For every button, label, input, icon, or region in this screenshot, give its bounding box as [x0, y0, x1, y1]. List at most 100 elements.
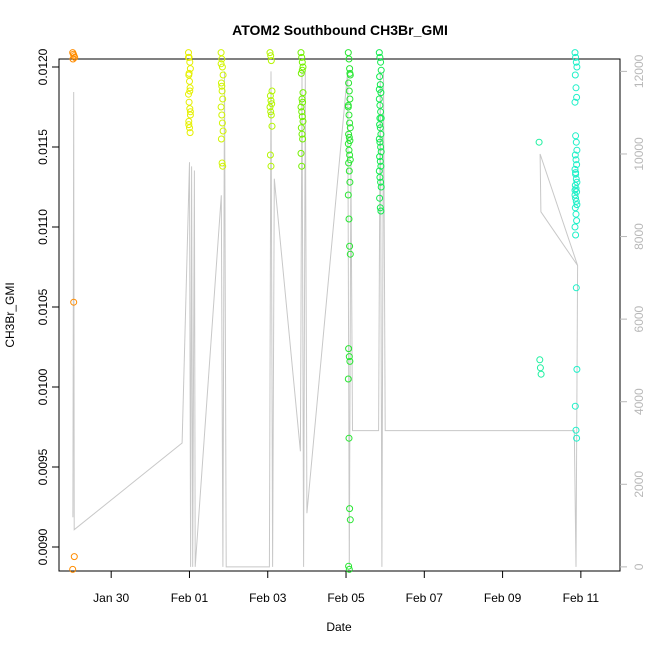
data-point [186, 108, 194, 116]
data-point [266, 49, 274, 57]
data-point [344, 375, 352, 383]
data-point [185, 53, 192, 61]
data-point [571, 223, 579, 231]
x-tick-label: Jan 30 [93, 591, 129, 605]
data-point [572, 426, 580, 434]
y2-tick-label: 8000 [632, 223, 646, 250]
data-point [266, 103, 274, 111]
y-axis-left: 0.0090 0.0095 0.0100 0.0105 0.0110 0.0115 0.01… [36, 48, 59, 565]
data-point [571, 71, 579, 79]
data-point [219, 95, 227, 103]
altitude-line [72, 71, 579, 568]
data-point [377, 148, 385, 156]
data-point [186, 111, 194, 119]
data-point [573, 146, 581, 154]
data-points [69, 49, 581, 573]
y-tick-label: 0.0100 [36, 368, 50, 405]
data-point [268, 87, 276, 95]
data-point [571, 49, 579, 57]
data-point [345, 215, 353, 223]
y2-tick-label: 2000 [632, 471, 646, 498]
data-point [266, 92, 274, 100]
data-point [573, 217, 581, 225]
data-point [344, 103, 352, 111]
data-point [377, 162, 385, 170]
data-point [572, 84, 580, 92]
data-point [218, 159, 226, 167]
data-point [185, 49, 192, 57]
data-point [217, 49, 225, 57]
data-point [345, 562, 353, 570]
data-point [572, 185, 580, 193]
data-point [537, 370, 545, 378]
data-point [346, 69, 354, 77]
y-axis-label: CH3Br_GMI [3, 282, 17, 347]
data-point [375, 85, 383, 93]
x-tick-label: Feb 03 [249, 591, 287, 605]
data-point [573, 93, 581, 101]
data-point [572, 197, 580, 205]
data-point [219, 162, 227, 170]
y-tick-label: 0.0120 [36, 48, 50, 85]
data-point [345, 434, 353, 442]
data-point [297, 149, 305, 157]
data-point [298, 66, 306, 74]
data-point [345, 133, 353, 141]
data-point [571, 186, 579, 194]
data-point [345, 565, 353, 573]
data-point [218, 111, 226, 119]
x-tick-label: Feb 07 [406, 591, 444, 605]
data-point [571, 402, 579, 410]
chart-title: ATOM2 Southbound CH3Br_GMI [232, 22, 448, 38]
data-point [70, 553, 78, 561]
data-point [571, 165, 579, 173]
data-point [376, 81, 384, 89]
data-point [571, 191, 579, 199]
data-point [572, 132, 580, 140]
data-point [572, 231, 580, 239]
data-point [70, 298, 78, 306]
data-point [377, 207, 385, 215]
x-tick-label: Feb 05 [327, 591, 365, 605]
data-point [571, 181, 579, 189]
data-point [345, 159, 353, 167]
data-point [376, 157, 384, 165]
data-point [375, 95, 383, 103]
data-point [218, 119, 226, 127]
data-point [299, 117, 307, 125]
data-point [268, 122, 276, 130]
data-point [69, 565, 77, 573]
data-point [536, 364, 544, 372]
data-point [377, 58, 385, 66]
data-point [71, 53, 79, 61]
data-point [267, 57, 275, 65]
data-point [572, 138, 580, 146]
data-point [345, 167, 353, 175]
data-point [345, 353, 353, 361]
data-point [218, 55, 226, 63]
data-point [267, 111, 275, 119]
data-point [297, 103, 305, 111]
data-point [377, 183, 385, 191]
y-tick-label: 0.0090 [36, 528, 50, 565]
data-point [298, 53, 306, 61]
data-point [573, 365, 581, 373]
data-point [346, 119, 354, 127]
y-tick-label: 0.0095 [36, 448, 50, 485]
data-point [186, 84, 194, 92]
plot-frame [58, 58, 621, 572]
data-point [572, 194, 580, 202]
data-point [186, 87, 194, 95]
data-point [297, 69, 305, 77]
data-point [299, 135, 307, 143]
data-point [345, 111, 353, 119]
data-point [376, 194, 384, 202]
data-point [346, 242, 354, 250]
data-point [298, 113, 306, 121]
y2-tick-label: 4000 [632, 388, 646, 415]
data-point [346, 250, 354, 258]
data-point [186, 129, 194, 137]
data-point [345, 130, 353, 138]
data-point [185, 98, 193, 106]
